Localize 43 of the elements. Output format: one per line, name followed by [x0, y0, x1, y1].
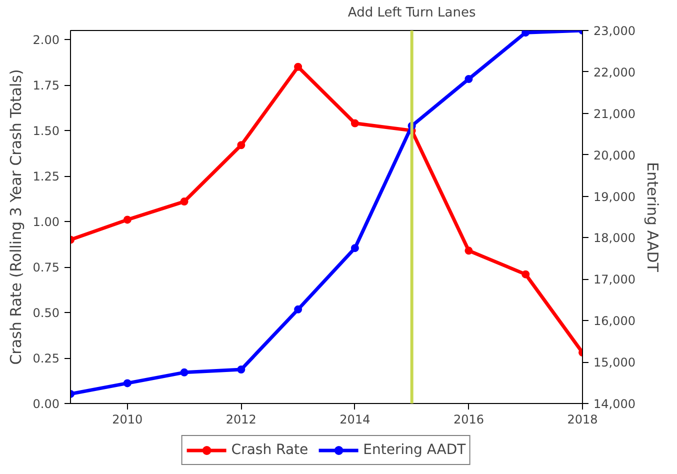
point — [237, 366, 246, 374]
y-tick-label: 0.50 — [32, 306, 60, 320]
point — [180, 198, 188, 206]
ref-line-label: Add Left Turn Lanes — [348, 6, 476, 20]
point — [522, 270, 530, 278]
legend-label: Crash Rate — [231, 442, 308, 458]
point — [180, 368, 188, 376]
y2-tick-label: 15,000 — [594, 356, 636, 370]
point — [350, 119, 359, 128]
point — [123, 216, 132, 224]
point — [464, 246, 473, 255]
y2-axis-title: Entering AADT — [643, 162, 662, 273]
point — [350, 244, 359, 252]
point — [123, 379, 132, 388]
point — [464, 74, 473, 83]
y-tick-label: 1.00 — [32, 215, 60, 230]
legend-label: Entering AADT — [363, 442, 466, 458]
y2-tick-label: 14,000 — [594, 397, 636, 411]
y-tick-label: 0.25 — [32, 352, 60, 366]
y-tick-label: 1.50 — [32, 124, 60, 138]
y-tick-label: 1.75 — [32, 78, 60, 93]
y-tick-label: 0.00 — [32, 397, 60, 411]
y2-tick-label: 18,000 — [594, 231, 636, 246]
y-axis-title: Crash Rate (Rolling 3 Year Crash Totals) — [6, 69, 25, 365]
point — [294, 62, 302, 71]
x-tick-label: 2014 — [340, 412, 370, 426]
x-tick-label: 2010 — [112, 412, 143, 426]
x-tick-label: 2016 — [453, 412, 484, 426]
x-tick-label: 2018 — [567, 412, 598, 426]
point — [294, 305, 302, 314]
y2-tick-label: 16,000 — [594, 314, 636, 328]
y-tick-label: 2.00 — [32, 33, 60, 48]
y2-tick-label: 23,000 — [594, 24, 636, 38]
y2-tick-label: 20,000 — [594, 148, 636, 162]
y-tick-label: 0.75 — [32, 260, 60, 275]
y2-tick-label: 17,000 — [594, 272, 636, 287]
y2-tick-label: 19,000 — [594, 190, 636, 204]
y2-tick-label: 21,000 — [594, 106, 636, 121]
y2-tick-label: 22,000 — [594, 65, 636, 80]
point — [522, 30, 530, 37]
y-tick-label: 1.25 — [32, 170, 60, 184]
x-tick-label: 2012 — [226, 412, 256, 426]
point — [237, 141, 246, 150]
